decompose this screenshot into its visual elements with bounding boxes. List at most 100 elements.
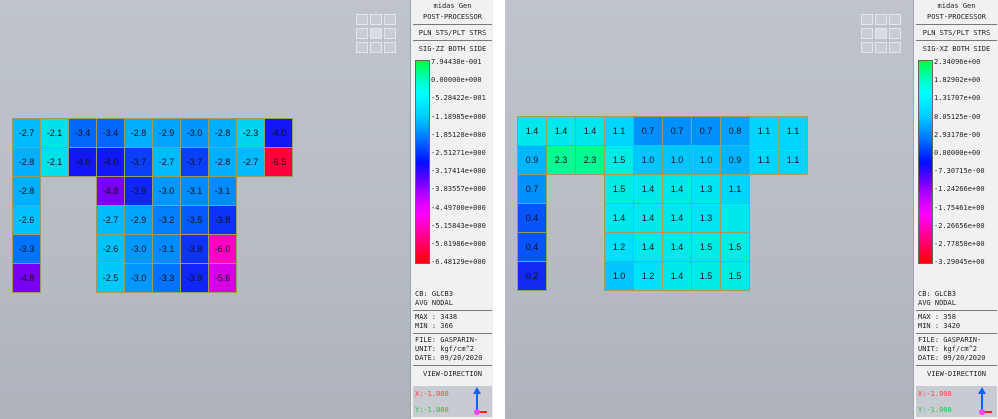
contour-cell[interactable]: -3.9 — [124, 176, 153, 206]
contour-cell[interactable]: -4.0 — [68, 147, 97, 177]
legend-value: -1.24266e+00 — [934, 185, 985, 194]
contour-cell[interactable]: -2.1 — [40, 147, 69, 177]
stress-contour-grid[interactable]: 1.4 1.4 1.4 1.1 0.7 0.7 0.7 0.8 1.1 1.1 0.9 2.3 2.3 1… — [517, 116, 808, 291]
legend-value: -3.17414e+000 — [431, 167, 486, 176]
contour-cell[interactable]: 2.3 — [546, 145, 576, 175]
view-cube-icon[interactable] — [861, 14, 903, 58]
contour-cell[interactable]: 1.4 — [662, 232, 692, 262]
contour-cell[interactable] — [720, 203, 750, 233]
contour-cell[interactable]: 1.3 — [691, 203, 721, 233]
contour-cell[interactable]: -3.7 — [180, 147, 209, 177]
contour-cell[interactable]: 1.1 — [749, 116, 779, 146]
contour-cell[interactable]: -4.8 — [96, 176, 125, 206]
contour-cell[interactable]: 1.1 — [778, 116, 808, 146]
contour-cell[interactable]: 1.5 — [720, 261, 750, 291]
contour-cell[interactable]: 1.0 — [662, 145, 692, 175]
contour-cell[interactable]: 1.1 — [778, 145, 808, 175]
contour-cell[interactable]: -4.8 — [12, 263, 41, 293]
contour-cell[interactable]: -2.8 — [12, 147, 41, 177]
contour-cell[interactable]: -3.8 — [208, 205, 237, 235]
legend-value: 0.00000e+00 — [934, 149, 981, 157]
contour-cell[interactable]: 1.4 — [575, 116, 605, 146]
contour-cell[interactable]: -2.6 — [96, 234, 125, 264]
contour-cell[interactable]: -2.7 — [236, 147, 265, 177]
contour-cell[interactable]: 0.4 — [517, 203, 547, 233]
model-viewport-right[interactable]: 1.4 1.4 1.4 1.1 0.7 0.7 0.7 0.8 1.1 1.1 0.9 2.3 2.3 1… — [505, 0, 913, 419]
contour-cell[interactable]: -3.3 — [152, 263, 181, 293]
contour-cell[interactable]: 1.4 — [633, 203, 663, 233]
contour-cell[interactable]: 1.2 — [633, 261, 663, 291]
contour-cell[interactable]: -4.0 — [264, 118, 293, 148]
contour-cell[interactable]: 0.9 — [720, 145, 750, 175]
contour-cell[interactable]: 1.5 — [604, 174, 634, 204]
contour-cell[interactable]: 0.8 — [720, 116, 750, 146]
contour-cell[interactable]: 1.1 — [604, 116, 634, 146]
contour-cell[interactable]: 1.2 — [604, 232, 634, 262]
empty-cell — [265, 177, 293, 206]
contour-cell[interactable]: 1.5 — [720, 232, 750, 262]
contour-cell[interactable]: 0.9 — [517, 145, 547, 175]
stress-contour-grid[interactable]: -2.7 -2.1 -3.4 -3.4 -2.8 -2.9 -3.0 -2.8 -2.3 -4.0… — [12, 118, 293, 293]
contour-cell[interactable]: 0.2 — [517, 261, 547, 291]
contour-cell[interactable]: -2.8 — [12, 176, 41, 206]
contour-cell[interactable]: -2.7 — [152, 147, 181, 177]
contour-cell[interactable]: 1.5 — [691, 232, 721, 262]
contour-cell[interactable]: 1.5 — [604, 145, 634, 175]
max-element: MAX : 358 — [918, 313, 956, 321]
contour-cell[interactable]: -3.7 — [124, 147, 153, 177]
contour-cell[interactable]: -4.0 — [96, 147, 125, 177]
contour-cell[interactable]: 0.7 — [517, 174, 547, 204]
contour-cell[interactable]: -2.7 — [12, 118, 41, 148]
contour-cell[interactable]: 1.4 — [633, 174, 663, 204]
contour-cell[interactable]: -5.6 — [208, 263, 237, 293]
contour-cell[interactable]: -2.3 — [236, 118, 265, 148]
contour-cell[interactable]: -2.6 — [12, 205, 41, 235]
contour-cell[interactable]: -6.5 — [264, 147, 293, 177]
view-cube-icon[interactable] — [356, 14, 398, 58]
contour-cell[interactable]: -3.5 — [180, 205, 209, 235]
contour-cell[interactable]: -2.8 — [208, 118, 237, 148]
contour-cell[interactable]: -3.4 — [96, 118, 125, 148]
contour-cell[interactable]: -3.0 — [180, 118, 209, 148]
contour-cell[interactable]: 2.3 — [575, 145, 605, 175]
contour-cell[interactable]: -2.7 — [96, 205, 125, 235]
contour-cell[interactable]: 1.4 — [662, 261, 692, 291]
model-viewport-left[interactable]: -2.7 -2.1 -3.4 -3.4 -2.8 -2.9 -3.0 -2.8 -2.3 -4.0… — [0, 0, 410, 419]
contour-cell[interactable]: 0.7 — [633, 116, 663, 146]
contour-cell[interactable]: -3.2 — [152, 205, 181, 235]
contour-cell[interactable]: 1.4 — [633, 232, 663, 262]
contour-cell[interactable]: -3.3 — [12, 234, 41, 264]
empty-cell — [265, 206, 293, 235]
contour-cell[interactable]: 0.4 — [517, 232, 547, 262]
contour-cell[interactable]: 0.7 — [691, 116, 721, 146]
contour-cell[interactable]: 1.0 — [604, 261, 634, 291]
contour-cell[interactable]: 1.0 — [633, 145, 663, 175]
contour-cell[interactable]: -3.1 — [180, 176, 209, 206]
contour-cell[interactable]: -6.0 — [208, 234, 237, 264]
contour-cell[interactable]: -3.0 — [152, 176, 181, 206]
contour-cell[interactable]: 1.4 — [662, 174, 692, 204]
contour-cell[interactable]: 0.7 — [662, 116, 692, 146]
contour-cell[interactable]: -2.8 — [124, 118, 153, 148]
contour-cell[interactable]: -3.1 — [208, 176, 237, 206]
contour-cell[interactable]: 1.4 — [546, 116, 576, 146]
contour-cell[interactable]: 1.4 — [517, 116, 547, 146]
contour-cell[interactable]: -3.1 — [152, 234, 181, 264]
contour-cell[interactable]: -2.9 — [152, 118, 181, 148]
contour-cell[interactable]: 1.1 — [720, 174, 750, 204]
contour-cell[interactable]: 1.5 — [691, 261, 721, 291]
contour-cell[interactable]: -3.0 — [124, 263, 153, 293]
contour-cell[interactable]: 1.1 — [749, 145, 779, 175]
contour-cell[interactable]: -2.9 — [124, 205, 153, 235]
contour-cell[interactable]: -2.5 — [96, 263, 125, 293]
contour-cell[interactable]: -3.4 — [68, 118, 97, 148]
contour-cell[interactable]: -2.1 — [40, 118, 69, 148]
contour-cell[interactable]: 1.4 — [662, 203, 692, 233]
contour-cell[interactable]: 1.4 — [604, 203, 634, 233]
contour-cell[interactable]: -2.8 — [208, 147, 237, 177]
contour-cell[interactable]: -3.9 — [180, 263, 209, 293]
contour-cell[interactable]: -3.8 — [180, 234, 209, 264]
contour-cell[interactable]: -3.0 — [124, 234, 153, 264]
contour-cell[interactable]: 1.3 — [691, 174, 721, 204]
contour-cell[interactable]: 1.0 — [691, 145, 721, 175]
